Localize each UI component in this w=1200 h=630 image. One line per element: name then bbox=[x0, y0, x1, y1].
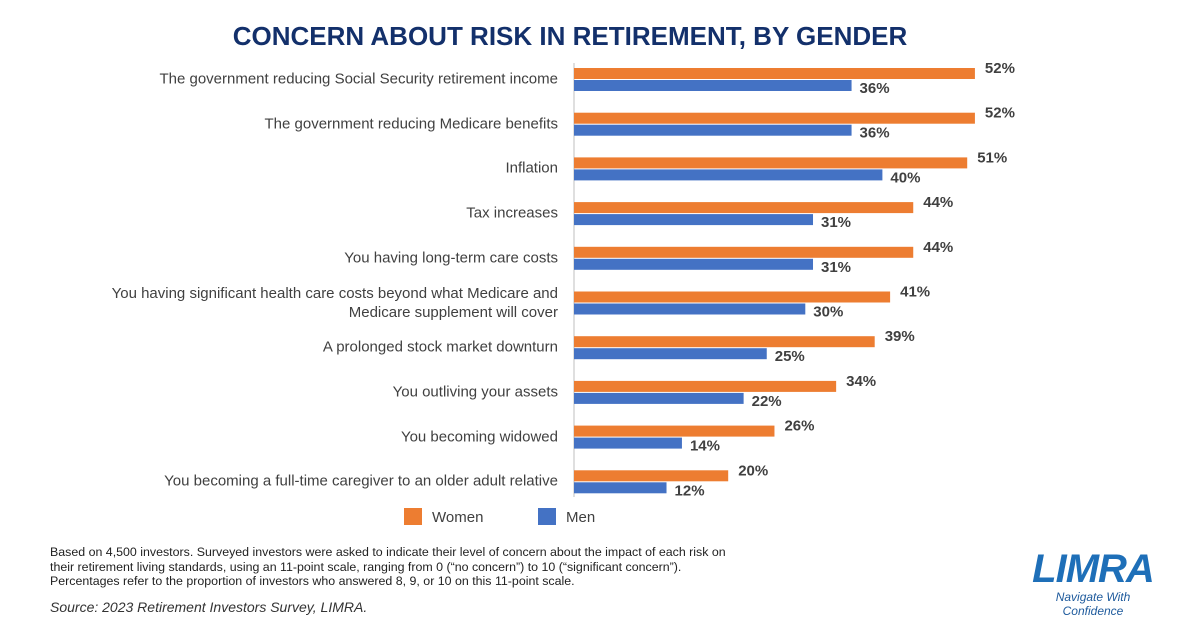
source: Source: 2023 Retirement Investors Survey… bbox=[50, 599, 368, 615]
bar bbox=[574, 380, 837, 392]
category-label: Inflation bbox=[505, 159, 558, 177]
bar bbox=[574, 336, 875, 348]
category-label: You becoming a full-time caregiver to an… bbox=[164, 472, 558, 490]
bar bbox=[574, 80, 852, 91]
value-label: 31% bbox=[821, 214, 851, 231]
bar bbox=[574, 68, 975, 79]
bar bbox=[574, 470, 729, 482]
bar bbox=[574, 246, 914, 258]
value-label: 52% bbox=[985, 105, 1015, 122]
category-label: You becoming widowed bbox=[400, 428, 558, 446]
value-label: 34% bbox=[846, 373, 876, 390]
value-label: 36% bbox=[860, 125, 890, 142]
value-label: 12% bbox=[675, 482, 705, 499]
bar bbox=[574, 425, 775, 437]
value-label: 26% bbox=[784, 418, 814, 435]
value-label: 51% bbox=[977, 149, 1007, 166]
value-label: 44% bbox=[923, 194, 953, 211]
bar bbox=[574, 482, 667, 494]
bar bbox=[574, 348, 767, 360]
value-label: 22% bbox=[752, 393, 782, 410]
footnote: Based on 4,500 investors. Surveyed inves… bbox=[50, 545, 726, 588]
value-label: 36% bbox=[860, 80, 890, 97]
category-label: Tax increases bbox=[466, 204, 558, 222]
value-label: 25% bbox=[775, 348, 805, 365]
value-label: 41% bbox=[900, 283, 930, 300]
value-label: 30% bbox=[813, 303, 843, 320]
bar bbox=[574, 291, 891, 303]
logo: LIMRA Navigate With Confidence bbox=[1028, 548, 1158, 618]
bar bbox=[574, 437, 682, 449]
bar bbox=[574, 202, 914, 214]
value-label: 14% bbox=[690, 438, 720, 455]
logo-name: LIMRA bbox=[1032, 547, 1155, 591]
legend-swatch bbox=[404, 508, 422, 525]
bar bbox=[574, 258, 814, 270]
bar bbox=[574, 169, 883, 181]
chart-title: CONCERN ABOUT RISK IN RETIREMENT, BY GEN… bbox=[233, 21, 908, 51]
value-label: 44% bbox=[923, 239, 953, 256]
logo-tagline: Navigate With Confidence bbox=[1055, 590, 1131, 618]
category-label: A prolonged stock market downturn bbox=[322, 338, 558, 356]
value-label: 20% bbox=[738, 462, 768, 479]
category-label: You having long-term care costs bbox=[344, 249, 558, 267]
category-label: You having significant health care costs… bbox=[111, 284, 558, 321]
bar bbox=[574, 214, 814, 226]
bar bbox=[574, 157, 968, 169]
bar bbox=[574, 124, 852, 136]
category-label: The government reducing Medicare benefit… bbox=[264, 115, 559, 133]
bar bbox=[574, 303, 806, 315]
legend-label: Men bbox=[566, 509, 595, 526]
bar bbox=[574, 112, 975, 124]
value-label: 31% bbox=[821, 259, 851, 276]
value-label: 39% bbox=[885, 328, 915, 345]
category-label: The government reducing Social Security … bbox=[159, 70, 558, 88]
category-label: You outliving your assets bbox=[392, 383, 558, 401]
value-label: 52% bbox=[985, 60, 1015, 77]
value-label: 40% bbox=[890, 169, 920, 186]
legend-swatch bbox=[538, 508, 556, 525]
legend-label: Women bbox=[432, 509, 483, 526]
bar bbox=[574, 392, 744, 404]
